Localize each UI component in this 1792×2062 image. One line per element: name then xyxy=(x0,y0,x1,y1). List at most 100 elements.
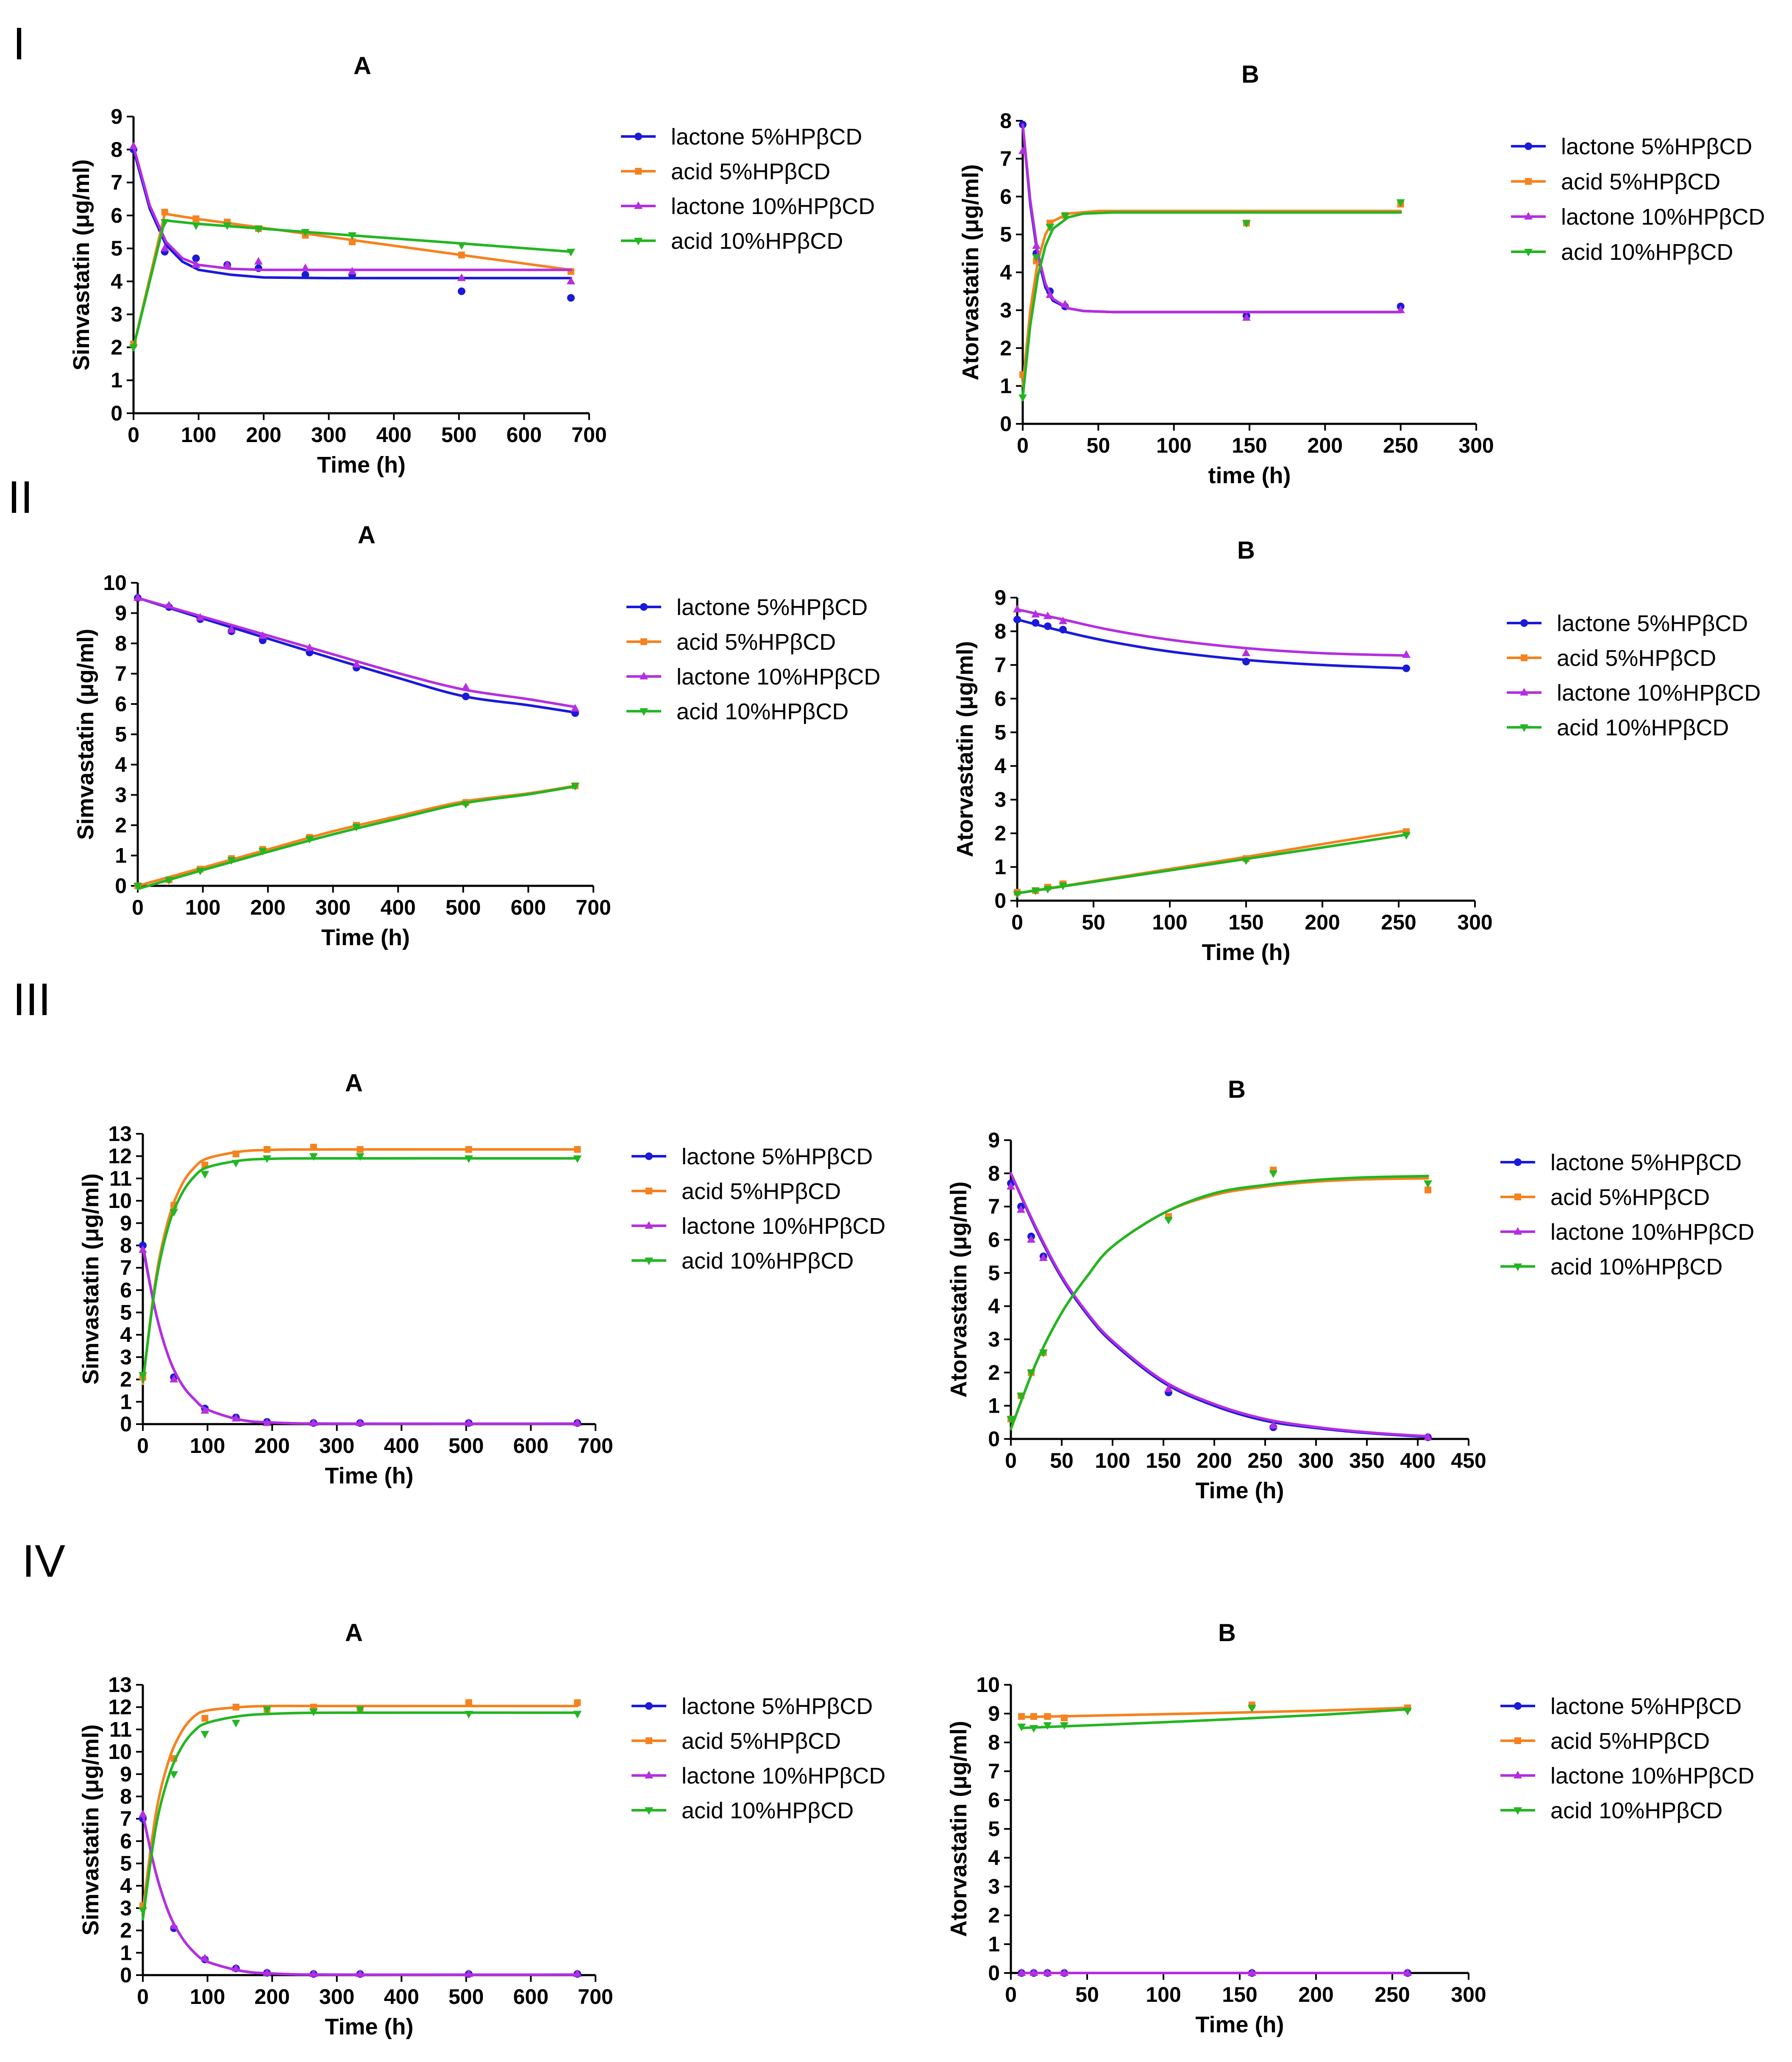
y-tick-label: 12 xyxy=(108,1144,132,1168)
y-tick-label: 13 xyxy=(108,1673,132,1697)
row-label: III xyxy=(13,974,51,1025)
legend: lactone 5%HPβCD acid 5%HPβCD lactone 10%HP… xyxy=(1507,611,1761,740)
x-tick-label: 700 xyxy=(576,896,611,919)
data-point xyxy=(139,1245,147,1253)
x-tick-label: 400 xyxy=(384,1985,419,2009)
data-point xyxy=(192,215,200,223)
x-tick-label: 100 xyxy=(181,423,216,447)
x-tick-label: 400 xyxy=(381,896,416,919)
y-tick-label: 3 xyxy=(988,1875,1000,1898)
x-tick-label: 100 xyxy=(190,1985,225,2009)
data-point xyxy=(356,1146,364,1153)
y-tick-label: 1 xyxy=(994,855,1006,879)
data-point xyxy=(465,1146,472,1153)
x-tick-label: 500 xyxy=(445,896,481,919)
legend-label: acid 10%HPβCD xyxy=(1557,715,1729,740)
y-tick-label: 10 xyxy=(108,1189,132,1213)
data-series xyxy=(1013,832,1411,899)
y-tick-label: 8 xyxy=(988,1731,1000,1754)
data-point xyxy=(161,209,168,216)
legend-swatch-marker xyxy=(1521,654,1528,661)
x-tick-label: 0 xyxy=(137,1985,149,2009)
y-tick-label: 2 xyxy=(988,1903,1000,1927)
legend-label: lactone 5%HPβCD xyxy=(682,1694,873,1719)
series-line xyxy=(1016,608,1408,657)
data-point xyxy=(1018,146,1027,154)
series-line xyxy=(136,596,576,709)
data-point xyxy=(1242,648,1250,657)
y-tick-label: 2 xyxy=(120,1368,132,1391)
y-axis-label: Simvastatin (μg/ml) xyxy=(78,1173,103,1384)
data-point xyxy=(164,877,173,885)
y-tick-label: 1 xyxy=(988,1394,1000,1418)
legend-swatch-marker xyxy=(634,133,642,140)
series-line xyxy=(142,1813,579,1976)
data-series xyxy=(1007,1172,1432,1441)
data-point xyxy=(1039,1350,1048,1358)
x-tick-label: 200 xyxy=(254,1985,289,2009)
data-series xyxy=(139,1144,581,1386)
data-point xyxy=(1424,1180,1432,1188)
x-axis-label: Time (h) xyxy=(1195,1478,1284,1503)
x-tick-label: 250 xyxy=(1383,434,1418,457)
data-point xyxy=(1046,224,1055,232)
legend-swatch-marker xyxy=(635,168,642,175)
legend-swatch-marker xyxy=(646,1737,652,1744)
y-axis-label: Atorvastatin (μg/ml) xyxy=(952,641,978,857)
x-tick-label: 300 xyxy=(319,1985,354,2009)
x-tick-label: 0 xyxy=(128,423,139,447)
legend: lactone 5%HPβCD acid 5%HPβCD lactone 10%HP… xyxy=(621,124,875,254)
data-series xyxy=(139,1699,581,1912)
x-tick-label: 300 xyxy=(1458,434,1494,457)
y-tick-label: 5 xyxy=(111,237,122,260)
data-point xyxy=(227,857,236,865)
series-line xyxy=(142,1246,579,1425)
series-line xyxy=(1010,1174,1429,1430)
x-tick-label: 100 xyxy=(1152,910,1187,934)
y-tick-label: 0 xyxy=(994,889,1006,913)
series-line xyxy=(136,596,576,714)
x-tick-label: 200 xyxy=(250,896,285,919)
legend-label: lactone 10%HPβCD xyxy=(682,1213,885,1239)
data-point xyxy=(309,1153,318,1161)
legend-swatch-marker xyxy=(1520,619,1528,627)
data-point xyxy=(1425,1186,1431,1194)
data-point xyxy=(227,625,236,633)
series-line xyxy=(1010,1172,1429,1438)
x-tick-label: 150 xyxy=(1228,910,1263,934)
y-tick-label: 10 xyxy=(976,1673,1000,1697)
legend-label: acid 5%HPβCD xyxy=(1550,1728,1710,1754)
y-tick-label: 5 xyxy=(994,721,1006,744)
x-tick-label: 50 xyxy=(1050,1449,1074,1472)
y-tick-label: 9 xyxy=(111,105,122,128)
data-point xyxy=(309,1969,318,1977)
x-axis-label: Time (h) xyxy=(321,925,410,950)
data-point xyxy=(262,1706,271,1714)
y-tick-label: 8 xyxy=(115,632,127,655)
data-point xyxy=(309,1709,318,1717)
y-tick-label: 6 xyxy=(994,687,1006,710)
legend-label: acid 5%HPβCD xyxy=(682,1728,841,1754)
y-tick-label: 0 xyxy=(988,1961,1000,1985)
legend-label: acid 10%HPβCD xyxy=(671,228,843,254)
legend-label: acid 5%HPβCD xyxy=(1561,169,1720,195)
y-tick-label: 2 xyxy=(988,1361,1000,1384)
data-point xyxy=(1017,1205,1025,1213)
data-point xyxy=(134,593,142,601)
data-series xyxy=(139,1809,582,1977)
data-point xyxy=(1396,305,1405,313)
data-point xyxy=(574,1699,581,1706)
legend-swatch-marker xyxy=(634,238,643,245)
series-line xyxy=(1010,1172,1429,1439)
legend-swatch-marker xyxy=(645,1771,653,1778)
data-point xyxy=(170,1209,178,1217)
y-tick-label: 2 xyxy=(120,1919,132,1942)
data-point xyxy=(1018,394,1027,402)
legend-label: lactone 5%HPβCD xyxy=(1550,1694,1742,1719)
x-tick-label: 200 xyxy=(1305,910,1340,934)
x-axis-label: Time (h) xyxy=(1202,940,1290,965)
series-line xyxy=(142,1148,579,1386)
y-tick-label: 8 xyxy=(1000,109,1012,133)
legend-swatch-marker xyxy=(1520,724,1528,732)
x-tick-label: 300 xyxy=(319,1434,354,1458)
